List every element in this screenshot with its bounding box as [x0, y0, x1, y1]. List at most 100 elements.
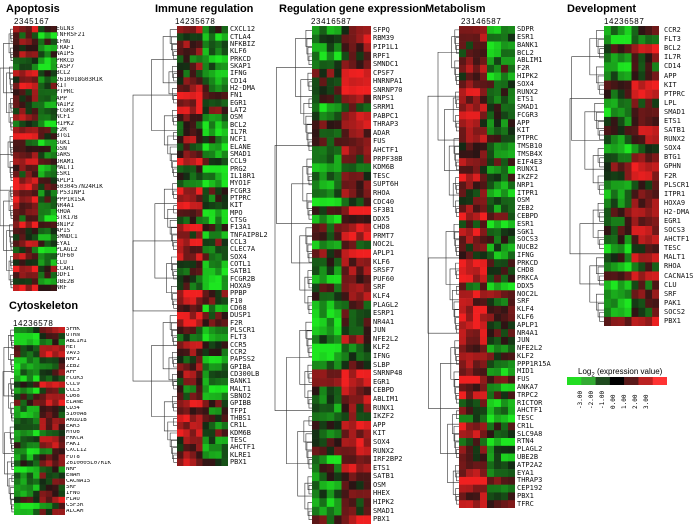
heatmap-cell [25, 26, 33, 33]
heatmap-cell [26, 496, 34, 504]
heatmap-cell [202, 143, 210, 151]
heatmap-cell [52, 472, 59, 479]
heatmap-cell [319, 403, 328, 413]
gene-label: EYA1 [517, 469, 534, 477]
heatmap-cell [494, 158, 502, 167]
heatmap-cell [617, 116, 625, 127]
heatmap-cell [177, 385, 184, 393]
heatmap-cell [25, 120, 33, 128]
heatmap-cell [13, 253, 20, 260]
gene-label: ALCAM [66, 509, 84, 515]
heatmap-cell [473, 375, 481, 384]
heatmap-cell [501, 438, 509, 447]
heatmap-cell [638, 53, 646, 63]
heatmap-cell [604, 180, 612, 190]
heatmap-cell [38, 152, 45, 159]
heatmap-cell [312, 111, 320, 121]
heatmap-cell [202, 385, 210, 393]
heatmap-cell [183, 136, 191, 144]
heatmap-cell [39, 357, 47, 364]
heatmap-cell [58, 430, 65, 437]
heatmap-cell [25, 164, 33, 172]
heatmap-cell [356, 472, 364, 482]
heatmap-cell [624, 71, 632, 81]
heatmap-cell [13, 265, 20, 273]
heatmap-cell [617, 207, 625, 218]
gene-label: PAK1 [664, 299, 681, 307]
heatmap-cell [363, 360, 371, 370]
heatmap-cell [459, 33, 467, 42]
heatmap-cell [38, 284, 45, 291]
heatmap-cell [45, 430, 53, 437]
heatmap-cell [312, 214, 320, 224]
heatmap-cell [58, 472, 65, 479]
heatmap-cell [31, 221, 39, 229]
heatmap-cell [312, 43, 320, 53]
heatmap-cell [312, 206, 320, 216]
heatmap-cell [183, 407, 191, 415]
heatmap-cell [26, 478, 34, 485]
heatmap-cell [363, 60, 371, 70]
heatmap-cell [610, 153, 619, 163]
heatmap-cell [208, 268, 216, 276]
heatmap-cell [480, 492, 488, 501]
heatmap-cell [13, 82, 20, 90]
heatmap-cell [356, 223, 364, 233]
gene-label: KLF6 [373, 258, 390, 266]
heatmap-cell [466, 267, 474, 276]
heatmap-cell [473, 298, 481, 307]
heatmap-cell [312, 438, 320, 448]
heatmap-cell [334, 103, 342, 113]
heatmap-cell [348, 111, 357, 121]
heatmap-cell [50, 246, 57, 254]
heatmap-cell [20, 490, 28, 498]
heatmap-cell [20, 351, 28, 358]
panel-title-apoptosis: Apoptosis [6, 3, 60, 15]
heatmap-cell [14, 405, 21, 413]
heatmap-cell [13, 284, 20, 291]
heatmap-cell [31, 234, 39, 241]
heatmap-cell [31, 145, 39, 153]
heatmap-cell [13, 95, 20, 103]
gene-label: PUF60 [373, 275, 395, 283]
heatmap-cell [215, 414, 222, 423]
heatmap-cell [312, 137, 320, 147]
heatmap-cell [31, 152, 39, 159]
heatmap-cell [480, 399, 488, 408]
gene-label: FUS [373, 138, 386, 146]
heatmap-cell [33, 436, 40, 443]
heatmap-cell [13, 246, 20, 254]
heatmap-cell [480, 158, 488, 167]
heatmap-cell [334, 429, 342, 439]
heatmap-cell [356, 489, 364, 499]
heatmap-cell [494, 173, 502, 182]
heatmap-cell [177, 378, 184, 386]
heatmap-cell [44, 234, 52, 241]
heatmap-cell [33, 369, 40, 376]
heatmap-cell [466, 391, 474, 400]
heatmap-cell [183, 290, 191, 298]
heatmap-cell [50, 240, 57, 248]
heatmap-cell [334, 292, 342, 302]
heatmap-cell [334, 137, 342, 147]
gene-label: TESC [373, 172, 390, 180]
heatmap-cell [44, 108, 52, 115]
heatmap-cell [501, 476, 509, 485]
heatmap-cell [501, 267, 509, 276]
heatmap-cell [25, 240, 33, 248]
heatmap-cell [459, 64, 467, 73]
heatmap-cell [33, 411, 40, 419]
heatmap-cell [202, 33, 210, 41]
gene-label: F2R [230, 319, 243, 327]
heatmap-cell [459, 492, 467, 501]
heatmap-cell [196, 62, 203, 71]
heatmap-cell [202, 40, 210, 49]
heatmap-cell [480, 228, 488, 237]
gene-label: RUNX2 [517, 88, 539, 96]
heatmap-cell [466, 235, 474, 244]
heatmap-cell [177, 348, 184, 357]
heatmap-cell [348, 223, 357, 233]
heatmap-cell [189, 304, 197, 313]
heatmap-cell [20, 496, 28, 504]
dendrogram-branch [427, 95, 459, 334]
